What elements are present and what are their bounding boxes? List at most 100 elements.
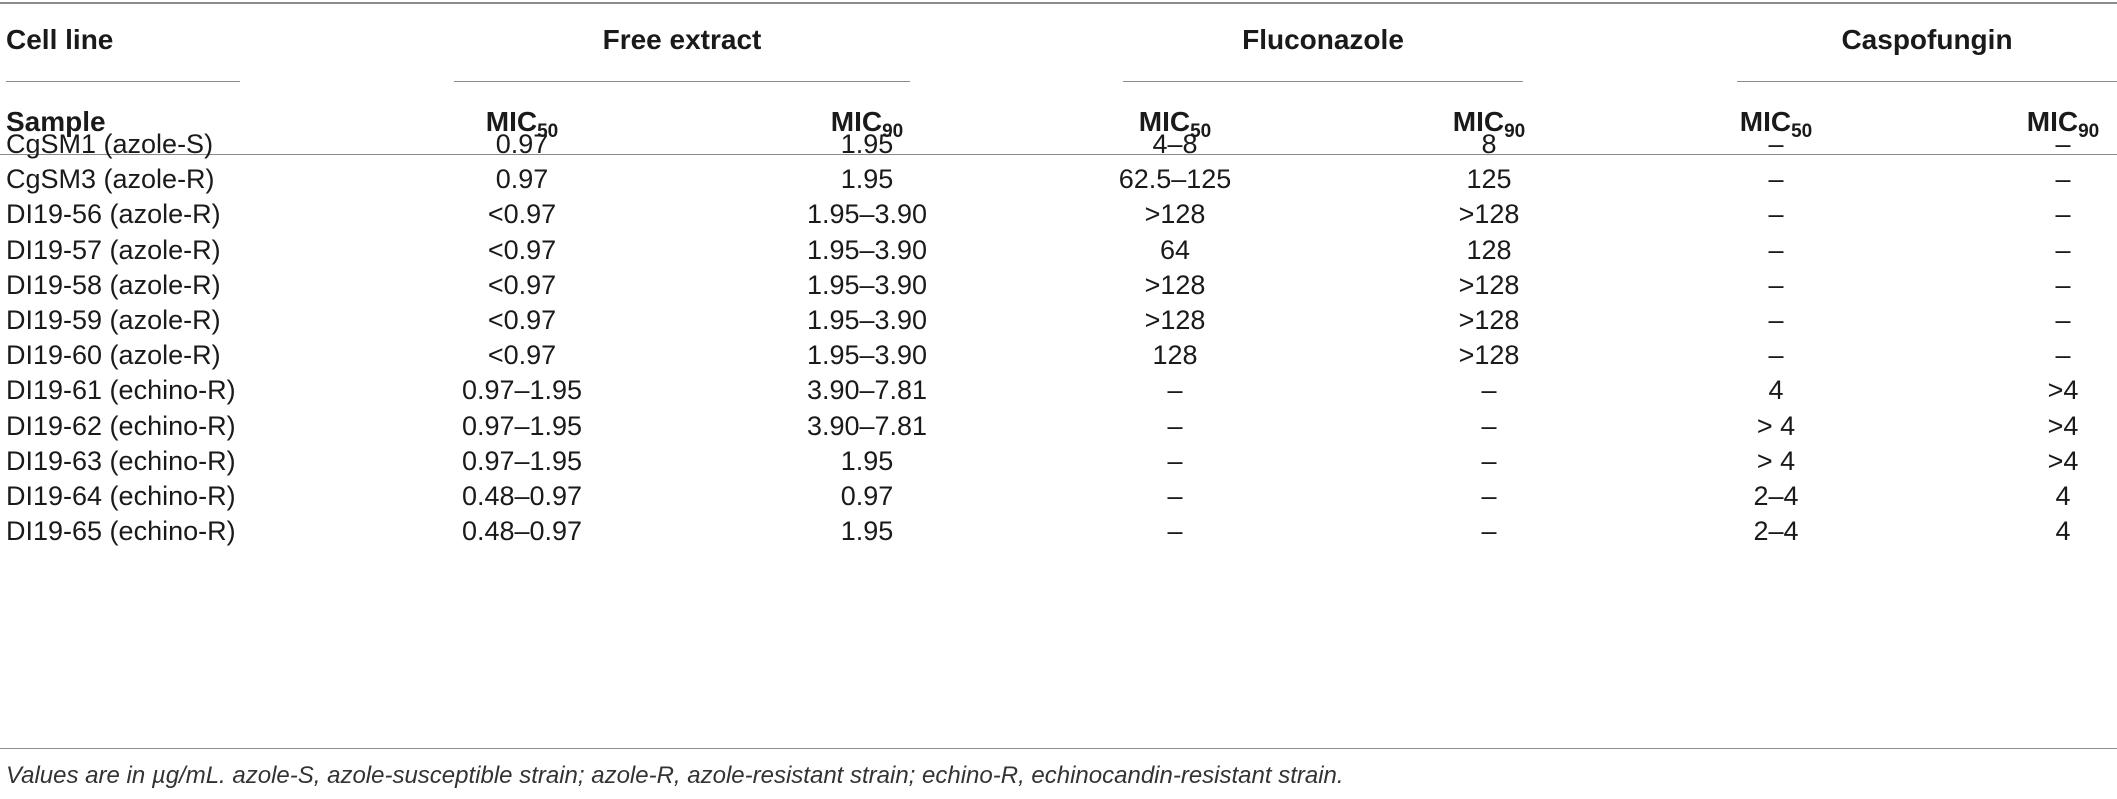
header-rule [0, 154, 2117, 155]
mic-prefix: MIC [1138, 106, 1191, 137]
sample-cell: DI19-60 (azole-R) [6, 340, 221, 371]
value-cell: > 4 [1756, 445, 1796, 476]
mic-subscript: 50 [1791, 121, 1813, 142]
mic-subscript: 50 [537, 121, 559, 142]
value-cell: <0.97 [487, 340, 557, 371]
mic50-header: MIC50 [1646, 106, 1906, 141]
value-cell: 3.90–7.81 [806, 375, 928, 406]
sample-cell: DI19-63 (echino-R) [6, 445, 236, 476]
value-cell: 128 [1152, 340, 1198, 371]
sample-cell: CgSM3 (azole-R) [6, 164, 215, 195]
value-cell: – [1768, 340, 1784, 371]
caspofungin-header: Caspofungin [1841, 24, 2013, 55]
value-cell: 4 [1768, 375, 1784, 406]
mic-subscript: 90 [1504, 121, 1526, 142]
value-cell: – [2055, 269, 2071, 300]
value-cell: 4 [2055, 481, 2071, 511]
value-cell: <0.97 [487, 269, 557, 300]
value-cell: – [1768, 129, 1784, 159]
mic90-header: MIC90 [1933, 106, 2117, 141]
value-cell: 125 [1466, 164, 1512, 195]
mic90-header: MIC90 [1359, 106, 1619, 141]
mic-subscript: 90 [882, 121, 904, 142]
value-cell: – [1768, 164, 1784, 195]
value-cell: 4 [2055, 516, 2071, 547]
value-cell: >128 [1458, 305, 1520, 335]
value-cell: – [1481, 481, 1497, 511]
value-cell: 1.95–3.90 [806, 269, 928, 300]
mic-prefix: MIC [2026, 106, 2079, 137]
sample-cell: DI19-56 (azole-R) [6, 199, 221, 230]
mic-subscript: 50 [1190, 121, 1212, 142]
free-extract-header: Free extract [602, 24, 762, 55]
value-cell: 1.95 [840, 516, 894, 547]
mic50-header: MIC50 [392, 106, 652, 141]
value-cell: – [1481, 375, 1497, 406]
value-cell: – [1481, 445, 1497, 476]
cell-line-underline [6, 81, 240, 82]
value-cell: 0.97–1.95 [461, 375, 583, 406]
free-extract-underline [454, 81, 910, 82]
value-cell: – [1167, 375, 1183, 406]
value-cell: 2–4 [1753, 516, 1799, 547]
value-cell: 1.95–3.90 [806, 199, 928, 230]
value-cell: – [1481, 410, 1497, 441]
caspofungin-underline [1737, 81, 2117, 82]
value-cell: 0.48–0.97 [461, 481, 583, 511]
sample-header: Sample [6, 106, 106, 137]
value-cell: >128 [1144, 305, 1206, 335]
value-cell: 3.90–7.81 [806, 410, 928, 441]
bottom-rule [0, 748, 2117, 749]
sample-cell: DI19-65 (echino-R) [6, 516, 236, 547]
value-cell: 1.95 [840, 445, 894, 476]
value-cell: >128 [1458, 340, 1520, 371]
value-cell: 0.97 [495, 129, 549, 159]
value-cell: <0.97 [487, 234, 557, 265]
value-cell: >4 [2047, 410, 2079, 441]
top-rule [0, 2, 2117, 4]
value-cell: >4 [2047, 375, 2079, 406]
value-cell: – [1768, 234, 1784, 265]
sample-cell: CgSM1 (azole-S) [6, 129, 214, 159]
value-cell: 2–4 [1753, 481, 1799, 511]
value-cell: 0.97 [840, 481, 894, 511]
value-cell: – [1167, 481, 1183, 511]
value-cell: 64 [1159, 234, 1191, 265]
value-cell: – [1768, 269, 1784, 300]
sample-cell: DI19-64 (echino-R) [6, 481, 236, 511]
mic90-header: MIC90 [737, 106, 997, 141]
mic-prefix: MIC [485, 106, 538, 137]
value-cell: >128 [1144, 199, 1206, 230]
value-cell: – [1167, 445, 1183, 476]
cell-line-header: Cell line [6, 24, 114, 55]
value-cell: > 4 [1756, 410, 1796, 441]
value-cell: >128 [1458, 269, 1520, 300]
value-cell: 8 [1481, 129, 1497, 159]
mic-prefix: MIC [830, 106, 883, 137]
value-cell: 0.97 [495, 164, 549, 195]
value-cell: – [1481, 516, 1497, 547]
value-cell: – [1768, 305, 1784, 335]
value-cell: >128 [1458, 199, 1520, 230]
value-cell: 1.95 [840, 164, 894, 195]
value-cell: >128 [1144, 269, 1206, 300]
sample-cell: DI19-57 (azole-R) [6, 234, 221, 265]
value-cell: 4–8 [1152, 129, 1198, 159]
value-cell: 1.95–3.90 [806, 340, 928, 371]
value-cell: – [1167, 410, 1183, 441]
sample-cell: DI19-58 (azole-R) [6, 269, 221, 300]
fluconazole-underline [1123, 81, 1523, 82]
value-cell: – [2055, 129, 2071, 159]
value-cell: – [2055, 305, 2071, 335]
value-cell: 1.95–3.90 [806, 305, 928, 335]
mic-prefix: MIC [1452, 106, 1505, 137]
value-cell: 0.97–1.95 [461, 445, 583, 476]
value-cell: – [1167, 516, 1183, 547]
sample-cell: DI19-62 (echino-R) [6, 410, 236, 441]
value-cell: – [2055, 164, 2071, 195]
mic-subscript: 90 [2078, 121, 2100, 142]
value-cell: <0.97 [487, 305, 557, 335]
fluconazole-header: Fluconazole [1242, 24, 1404, 55]
value-cell: – [2055, 199, 2071, 230]
